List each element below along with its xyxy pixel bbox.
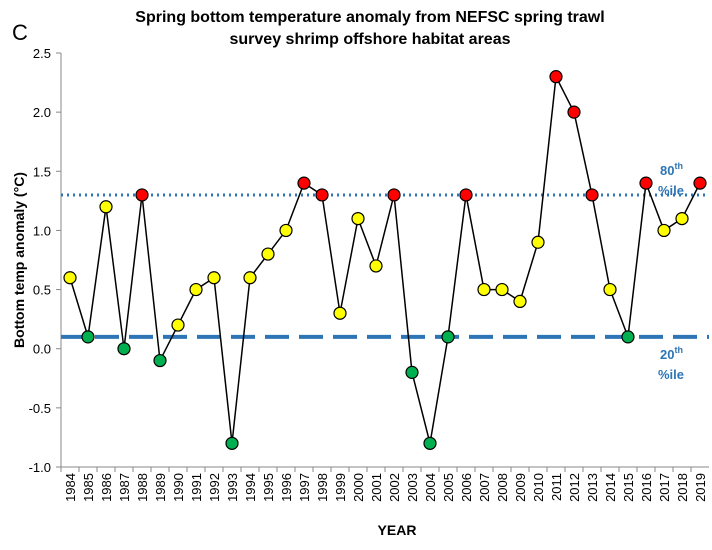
y-tick-label: 0.5 — [33, 283, 51, 298]
x-tick-label: 1989 — [153, 473, 168, 502]
data-point — [603, 282, 617, 297]
x-tick-label: 2005 — [441, 473, 456, 502]
x-tick-label: 1993 — [225, 473, 240, 502]
chart-title: survey shrimp offshore habitat areas — [230, 31, 511, 48]
x-tick-label: 1990 — [171, 473, 186, 502]
x-tick-label: 2015 — [621, 473, 636, 502]
x-tick-label: 1991 — [189, 473, 204, 502]
x-tick-label: 2019 — [693, 473, 708, 502]
x-tick-label: 2013 — [585, 473, 600, 502]
x-tick-label: 2009 — [513, 473, 528, 502]
data-point — [585, 188, 599, 202]
data-point — [639, 176, 653, 190]
data-point — [531, 235, 545, 249]
x-axis-label: YEAR — [378, 522, 417, 538]
x-tick-label: 1996 — [279, 473, 294, 502]
data-point — [477, 282, 491, 297]
reference-label: 80th — [660, 161, 683, 178]
x-tick-label: 2004 — [423, 473, 438, 502]
y-tick-label: 1.5 — [33, 164, 51, 179]
data-point — [621, 330, 635, 344]
reference-label-percentile: %ile — [658, 183, 684, 198]
x-tick-label: 1992 — [207, 473, 222, 502]
y-tick-label: 0.0 — [33, 342, 51, 357]
data-point — [63, 271, 77, 285]
reference-label: 20th — [660, 345, 683, 362]
data-point — [117, 342, 131, 356]
x-tick-label: 2000 — [351, 473, 366, 502]
x-tick-label: 2011 — [549, 473, 564, 501]
y-tick-label: -0.5 — [29, 401, 51, 416]
data-point — [171, 318, 185, 332]
reference-label-percentile: %ile — [658, 367, 684, 382]
x-tick-label: 1988 — [135, 473, 150, 502]
x-tick-label: 1994 — [243, 473, 258, 502]
data-point — [153, 353, 167, 368]
data-point — [297, 176, 311, 190]
data-point — [657, 223, 671, 238]
data-point — [567, 105, 581, 119]
x-tick-label: 2018 — [675, 473, 690, 502]
x-tick-label: 2017 — [657, 473, 672, 502]
x-tick-label: 1995 — [261, 473, 276, 502]
x-tick-label: 2003 — [405, 473, 420, 502]
x-tick-label: 1997 — [297, 473, 312, 502]
x-tick-label: 2014 — [603, 473, 618, 502]
data-point — [675, 212, 689, 226]
data-point — [369, 259, 383, 273]
x-tick-label: 2010 — [531, 473, 546, 502]
reference-label-suffix: th — [674, 161, 683, 171]
data-point — [243, 271, 257, 285]
data-line — [69, 74, 701, 444]
data-point — [189, 282, 203, 297]
x-tick-label: 2012 — [567, 473, 582, 502]
data-point — [549, 70, 563, 84]
reference-label-number: 20 — [660, 347, 674, 362]
x-tick-label: 1986 — [99, 473, 114, 502]
x-tick-label: 1998 — [315, 473, 330, 502]
x-tick-label: 2001 — [369, 473, 384, 502]
reference-label-number: 80 — [660, 163, 674, 178]
data-point — [135, 188, 149, 202]
y-tick-label: 2.5 — [33, 46, 51, 61]
data-point — [495, 282, 509, 297]
x-tick-label: 1987 — [117, 473, 132, 502]
data-point — [351, 212, 365, 226]
chart-title: Spring bottom temperature anomaly from N… — [135, 9, 604, 26]
x-tick-label: 2008 — [495, 473, 510, 502]
data-point — [99, 200, 113, 214]
data-point — [315, 188, 329, 202]
data-point — [81, 330, 95, 344]
y-axis-label: Bottom temp anomaly (°C) — [11, 172, 27, 348]
x-tick-label: 1999 — [333, 473, 348, 502]
x-tick-label: 1985 — [81, 473, 96, 502]
data-point — [279, 223, 293, 238]
x-tick-label: 1984 — [63, 473, 78, 502]
data-point — [423, 436, 437, 450]
x-tick-label: 2007 — [477, 473, 492, 502]
data-point — [261, 247, 275, 261]
y-tick-label: 2.0 — [33, 105, 51, 120]
reference-label-suffix: th — [674, 345, 683, 355]
y-tick-label: 1.0 — [33, 223, 51, 238]
data-point — [225, 436, 239, 450]
data-point — [387, 188, 401, 202]
data-point — [333, 306, 347, 320]
y-tick-label: -1.0 — [29, 460, 51, 475]
panel-label: C — [12, 20, 28, 45]
data-point — [207, 271, 221, 285]
data-point — [441, 330, 455, 344]
data-point — [693, 176, 707, 190]
data-point — [459, 188, 473, 202]
data-point — [405, 365, 419, 379]
data-point — [513, 294, 527, 308]
x-tick-label: 2002 — [387, 473, 402, 502]
x-tick-label: 2006 — [459, 473, 474, 502]
x-tick-label: 2016 — [639, 473, 654, 502]
